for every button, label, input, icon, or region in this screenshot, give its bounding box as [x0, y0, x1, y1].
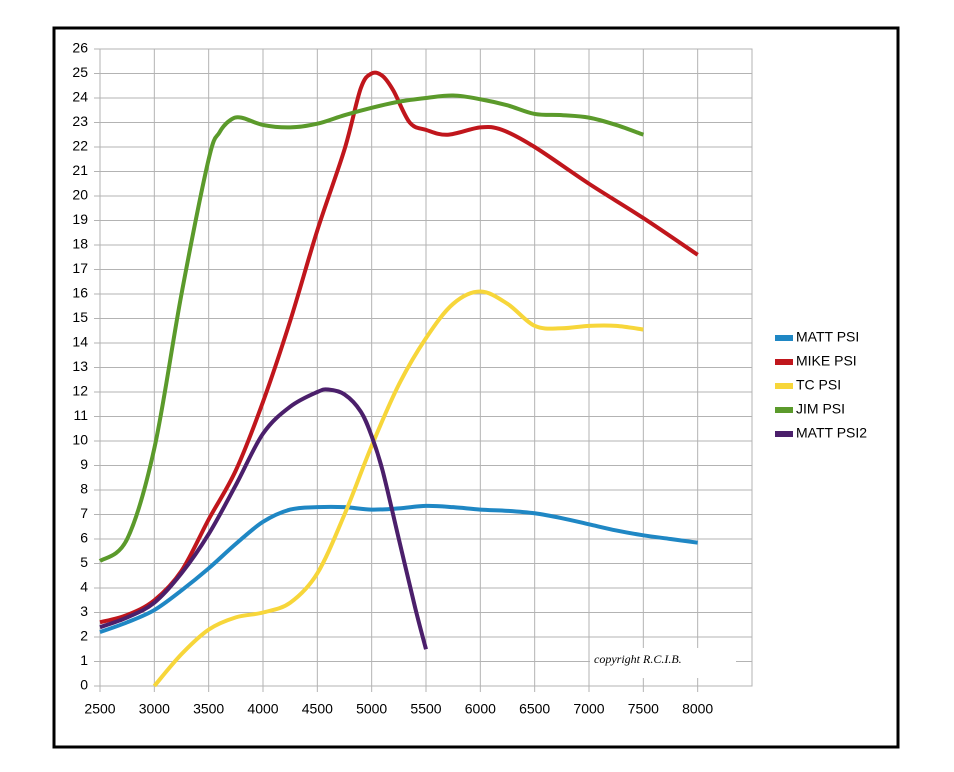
y-tick-label: 26 — [72, 40, 88, 56]
y-tick-label: 19 — [72, 211, 88, 227]
legend-label: MATT PSI2 — [796, 425, 867, 441]
y-tick-label: 18 — [72, 236, 88, 252]
y-tick-label: 11 — [73, 407, 88, 423]
line — [99, 70, 699, 625]
y-tick-label: 1 — [80, 652, 88, 668]
x-tick-label: 4000 — [247, 701, 278, 717]
y-tick-label: 20 — [72, 187, 88, 203]
line — [152, 289, 644, 688]
legend-label: MIKE PSI — [796, 353, 857, 369]
y-tick-label: 8 — [80, 481, 88, 497]
x-tick-label: 4500 — [302, 701, 333, 717]
y-tick-label: 24 — [72, 89, 88, 105]
legend-swatch — [775, 383, 793, 389]
legend-swatch — [775, 359, 793, 365]
y-tick-label: 21 — [72, 162, 88, 178]
y-tick-label: 14 — [72, 334, 88, 350]
x-tick-label: 7500 — [628, 701, 659, 717]
line — [99, 387, 428, 650]
y-tick-label: 10 — [72, 432, 88, 448]
legend-label: JIM PSI — [796, 401, 845, 417]
y-tick-label: 23 — [72, 113, 88, 129]
x-tick-label: 5000 — [356, 701, 387, 717]
x-tick-label: 5500 — [410, 701, 441, 717]
y-tick-label: 4 — [80, 579, 88, 595]
y-tick-label: 17 — [72, 260, 88, 276]
line — [98, 93, 645, 563]
y-tick-label: 5 — [80, 554, 88, 570]
y-tick-label: 7 — [80, 505, 88, 521]
legend-swatch — [775, 407, 793, 413]
x-tick-label: 8000 — [682, 701, 713, 717]
legend-label: TC PSI — [796, 377, 841, 393]
x-tick-label: 2500 — [84, 701, 115, 717]
x-tick-label: 7000 — [573, 701, 604, 717]
y-tick-label: 0 — [80, 677, 88, 693]
x-tick-label: 6500 — [519, 701, 550, 717]
y-tick-label: 16 — [72, 285, 88, 301]
y-tick-label: 9 — [80, 456, 88, 472]
y-tick-label: 25 — [72, 64, 88, 80]
legend-label: MATT PSI — [796, 329, 859, 345]
y-tick-label: 2 — [80, 628, 88, 644]
x-tick-label: 6000 — [465, 701, 496, 717]
line — [99, 503, 698, 634]
copyright-note: copyright R.C.I.B. — [594, 652, 682, 666]
y-tick-label: 6 — [80, 530, 88, 546]
y-tick-label: 13 — [72, 358, 88, 374]
x-tick-label: 3000 — [139, 701, 170, 717]
y-tick-label: 3 — [80, 603, 88, 619]
y-tick-label: 22 — [72, 138, 88, 154]
y-tick-label: 12 — [72, 383, 88, 399]
note-box — [590, 648, 736, 678]
x-tick-label: 3500 — [193, 701, 224, 717]
y-tick-label: 15 — [72, 309, 88, 325]
legend-swatch — [775, 335, 793, 341]
legend-swatch — [775, 431, 793, 437]
